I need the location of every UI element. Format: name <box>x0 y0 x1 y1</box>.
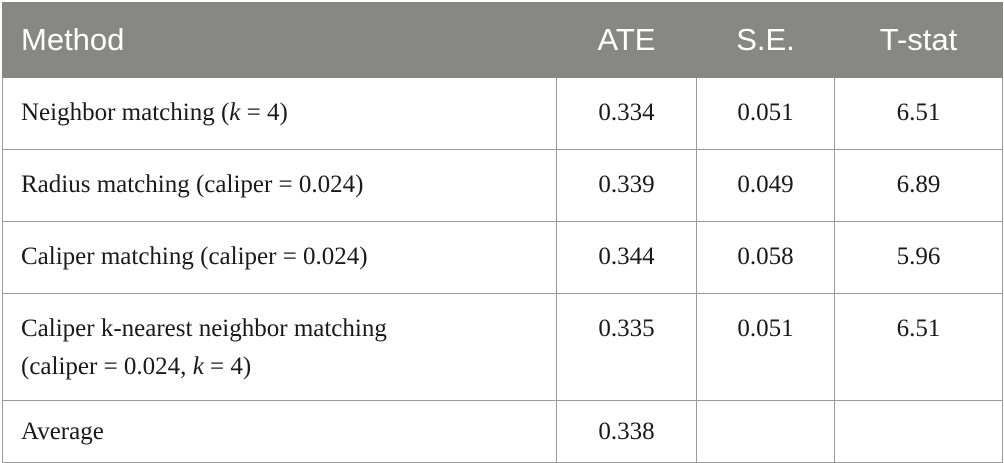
method-cell: Neighbor matching (k = 4) <box>2 77 557 150</box>
method-cell: Average <box>2 400 557 463</box>
method-text: = 4) <box>240 99 288 126</box>
tstat-cell: 5.96 <box>834 221 1003 294</box>
method-k-symbol: k <box>192 353 204 380</box>
header-method: Method <box>2 2 557 78</box>
method-cell: Radius matching (caliper = 0.024) <box>2 149 557 222</box>
method-text: = 4) <box>203 353 252 380</box>
method-k-symbol: k <box>229 99 241 126</box>
se-cell: 0.049 <box>696 149 835 222</box>
se-cell: 0.051 <box>696 77 835 150</box>
tstat-cell: 6.89 <box>834 149 1003 222</box>
method-cell: Caliper k-nearest neighbor matching (cali… <box>2 293 557 401</box>
method-cell: Caliper matching (caliper = 0.024) <box>2 221 557 294</box>
table-row-average: Average 0.338 <box>2 400 1003 463</box>
header-tstat: T-stat <box>834 2 1003 78</box>
se-cell: 0.058 <box>696 221 835 294</box>
table-row: Neighbor matching (k = 4) 0.334 0.051 6.… <box>2 77 1003 150</box>
ate-cell: 0.339 <box>556 149 697 222</box>
table-row: Caliper k-nearest neighbor matching (cali… <box>2 293 1003 401</box>
method-text: Caliper k-nearest neighbor matching <box>21 315 387 342</box>
header-ate: ATE <box>556 2 697 78</box>
table-row: Radius matching (caliper = 0.024) 0.339 … <box>2 149 1003 222</box>
ate-cell: 0.335 <box>556 293 697 401</box>
table-row: Caliper matching (caliper = 0.024) 0.344… <box>2 221 1003 294</box>
ate-cell: 0.344 <box>556 221 697 294</box>
header-se: S.E. <box>696 2 835 78</box>
se-cell: 0.051 <box>696 293 835 401</box>
ate-cell: 0.338 <box>556 400 697 463</box>
table-header-row: Method ATE S.E. T-stat <box>2 2 1003 78</box>
ate-cell: 0.334 <box>556 77 697 150</box>
tstat-cell: 6.51 <box>834 293 1003 401</box>
se-cell <box>696 400 835 463</box>
method-text: (caliper = 0.024, <box>21 353 193 380</box>
method-text: Neighbor matching ( <box>21 99 230 126</box>
tstat-cell: 6.51 <box>834 77 1003 150</box>
tstat-cell <box>834 400 1003 463</box>
